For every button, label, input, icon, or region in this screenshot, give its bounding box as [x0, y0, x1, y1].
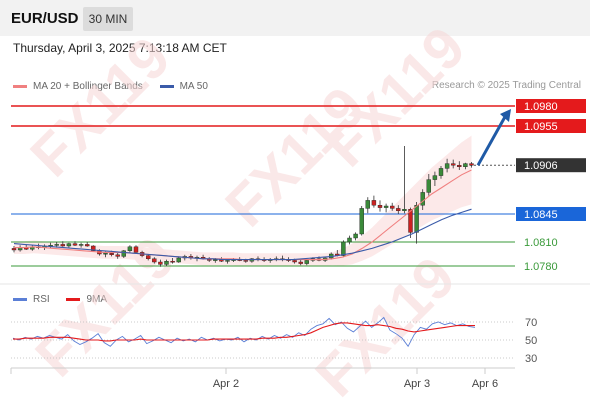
datetime-label: Thursday, April 3, 2025 7:13:18 AM CET: [13, 41, 227, 55]
candle-body: [66, 243, 72, 247]
rsi-axis-label: 30: [525, 353, 537, 365]
candle-body: [408, 208, 413, 233]
price-tag-box: [516, 158, 586, 173]
rsi-axis-label: 70: [525, 317, 537, 329]
candle-body: [11, 248, 17, 251]
legend-label-ma50: MA 50: [179, 81, 208, 92]
rsi-panel: 70 50 30: [11, 316, 537, 365]
price-tag-box: [516, 207, 586, 221]
candle-body: [78, 244, 84, 246]
rsi-swatch-icon: [13, 298, 27, 301]
ma50-line: [13, 208, 472, 261]
candle-body: [103, 252, 108, 255]
rsi-legend: RSI 9MA: [13, 293, 121, 305]
candle-body: [170, 261, 175, 263]
price-levels: 1.0980 1.0955 1.0906 1.0845 1.0810 1.0780: [11, 99, 586, 273]
ma20-swatch-icon: [13, 85, 27, 88]
candle-body: [213, 259, 218, 261]
candle-body: [164, 261, 169, 265]
candle-body: [91, 245, 96, 251]
candle-body: [304, 260, 309, 264]
candle-body: [225, 260, 230, 262]
x-axis-label: Apr 3: [404, 378, 430, 390]
candle-body: [469, 163, 474, 166]
candle-body: [72, 243, 78, 246]
projection-arrow: [476, 109, 511, 166]
candle-body: [84, 244, 90, 247]
candle-body: [377, 204, 383, 208]
candle-body: [145, 255, 151, 260]
legend-label-rsi: RSI: [33, 294, 50, 305]
candle-body: [109, 252, 114, 255]
watermark-text-1: FX119: [18, 25, 183, 190]
candle-body: [451, 163, 456, 166]
candle-body: [420, 192, 425, 206]
candle-body: [347, 237, 352, 243]
rsi-line: [12, 316, 476, 348]
x-axis-label: Apr 6: [472, 378, 498, 390]
candle-body: [54, 244, 59, 246]
candle-body: [353, 233, 358, 239]
research-credit: Research © 2025 Trading Central: [431, 80, 581, 91]
price-tag-support: 1.0810: [524, 237, 558, 249]
bollinger-bands-area: [14, 135, 472, 266]
rsi-axis-label: 50: [525, 335, 537, 347]
legend-label-9ma: 9MA: [86, 294, 108, 305]
candle-body: [341, 241, 346, 256]
candle-body: [390, 205, 395, 209]
candle-body: [438, 168, 444, 176]
candle-body: [463, 163, 468, 168]
candle-body: [158, 261, 163, 265]
candle-body: [444, 163, 450, 169]
x-axis-label: Apr 2: [213, 378, 239, 390]
candle-body: [365, 200, 370, 209]
projection-shaft: [476, 114, 508, 166]
candle-body: [371, 200, 377, 206]
price-tag-support: 1.0780: [524, 261, 558, 273]
candle-body: [457, 164, 462, 167]
moving-average-lines: [13, 169, 472, 261]
legend-item-9ma: 9MA: [66, 294, 107, 305]
x-axis-labels: Apr 2 Apr 3 Apr 6: [213, 368, 498, 390]
legend-label-ma20: MA 20 + Bollinger Bands: [33, 81, 143, 92]
ma9-swatch-icon: [66, 298, 81, 301]
price-tag-last: 1.0906: [524, 160, 558, 172]
candle-body: [127, 246, 133, 252]
price-tag-pivot: 1.0845: [524, 209, 558, 221]
candle-body: [383, 205, 389, 208]
header-bar: EUR/USD 30 MIN: [0, 0, 590, 36]
candle-body: [359, 208, 364, 235]
price-tag-resistance: 1.0955: [524, 121, 558, 133]
legend-item-rsi: RSI: [13, 294, 50, 305]
candle-body: [60, 244, 65, 247]
candle-body: [176, 257, 181, 263]
price-tag-box: [516, 99, 586, 113]
candle-body: [121, 250, 127, 257]
price-tag-box: [516, 119, 586, 133]
legend-item-ma20: MA 20 + Bollinger Bands: [13, 81, 143, 92]
candle-body: [432, 175, 438, 180]
rsi-9ma-line: [13, 322, 475, 342]
candle-body: [243, 260, 249, 262]
candle-body: [292, 260, 297, 263]
candle-body: [133, 246, 139, 253]
candle-body: [396, 208, 401, 211]
bollinger-band: [14, 135, 472, 266]
legend-item-ma50: MA 50: [159, 81, 208, 92]
candle-body: [298, 261, 303, 264]
timeframe-button[interactable]: 30 MIN: [83, 7, 133, 31]
candle-body: [115, 254, 120, 257]
candle-body: [414, 204, 419, 233]
candle-body: [426, 179, 431, 193]
price-tag-resistance: 1.0980: [524, 101, 558, 113]
arrow-head-icon: [500, 109, 511, 122]
candle-body: [402, 208, 407, 211]
candle-body: [152, 258, 157, 263]
symbol-label: EUR/USD: [11, 10, 79, 27]
main-legend: MA 20 + Bollinger Bands MA 50: [13, 80, 222, 92]
ma50-swatch-icon: [159, 85, 174, 88]
